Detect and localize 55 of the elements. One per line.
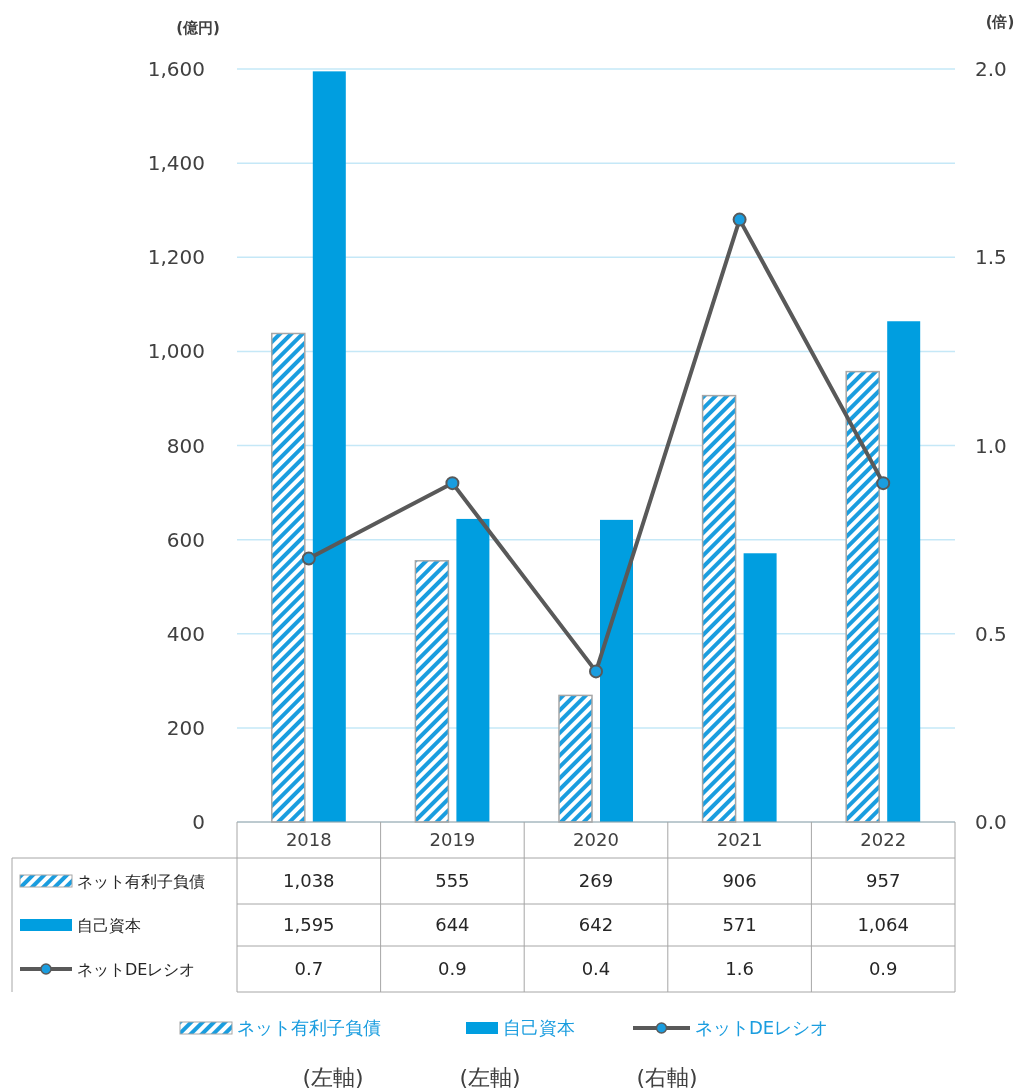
data-label: 0.9 <box>868 958 898 980</box>
data-label: 0.7 <box>294 958 324 980</box>
y-tick-label: 1,400 <box>147 151 205 176</box>
y-tick-label: 1,200 <box>147 245 205 270</box>
x-tick-label: 2018 <box>285 829 332 851</box>
x-tick-label: 2022 <box>860 829 907 851</box>
data-label: 0.9 <box>438 958 467 980</box>
data-label: 1,038 <box>283 870 335 892</box>
y2-tick-label: 2.0 <box>975 57 1007 81</box>
y2-tick-label: 0.5 <box>975 621 1007 646</box>
x-tick-label: 2019 <box>429 829 476 851</box>
y-axis-title: (億円) <box>176 19 220 37</box>
text: (右軸) <box>636 1064 698 1090</box>
y2-axis-title: (倍) <box>985 13 1015 31</box>
data-label: 269 <box>578 870 614 892</box>
data-label: 906 <box>722 870 757 892</box>
data-label: 571 <box>722 914 757 936</box>
text: (左軸) <box>302 1064 364 1090</box>
bar <box>456 518 490 822</box>
data-label: 957 <box>866 870 901 892</box>
y2-tick-label: 0.0 <box>975 810 1007 834</box>
text: 自己資本 <box>77 915 141 935</box>
data-label: 0.4 <box>581 958 611 980</box>
y-tick-label: 1,600 <box>147 57 205 81</box>
y-tick-label: 600 <box>166 527 205 552</box>
y-tick-label: 0 <box>192 810 205 834</box>
data-label: 1,595 <box>283 914 335 936</box>
data-label: 642 <box>578 914 614 936</box>
data-label: 1,064 <box>857 914 909 936</box>
x-tick-label: 2020 <box>573 829 619 851</box>
data-label: 1.6 <box>725 958 754 980</box>
y-tick-label: 200 <box>166 715 205 740</box>
text: ネットDEレシオ <box>695 1017 829 1039</box>
bar <box>743 553 777 822</box>
y-tick-label: 400 <box>166 621 205 646</box>
y2-tick-label: 1.5 <box>975 245 1007 270</box>
legend-label: ネット有利子負債 <box>77 871 205 891</box>
legend-label: 自己資本 <box>503 1017 575 1039</box>
point <box>732 212 747 227</box>
point <box>445 476 460 491</box>
y-tick-label: 1,000 <box>147 339 205 364</box>
y-tick-label: 800 <box>166 433 205 458</box>
point <box>589 664 603 679</box>
data-label: 644 <box>435 914 470 936</box>
text: (左軸) <box>459 1064 521 1090</box>
legend-label: ネットDEレシオ <box>77 959 196 979</box>
bar <box>600 519 633 822</box>
bar <box>887 321 921 822</box>
text: ネット有利子負債 <box>237 1017 381 1039</box>
data-label: 555 <box>435 870 470 892</box>
bar <box>312 71 346 822</box>
y2-tick-label: 1.0 <box>975 433 1007 458</box>
x-tick-label: 2021 <box>716 829 763 851</box>
point <box>301 551 316 566</box>
point <box>876 476 891 491</box>
